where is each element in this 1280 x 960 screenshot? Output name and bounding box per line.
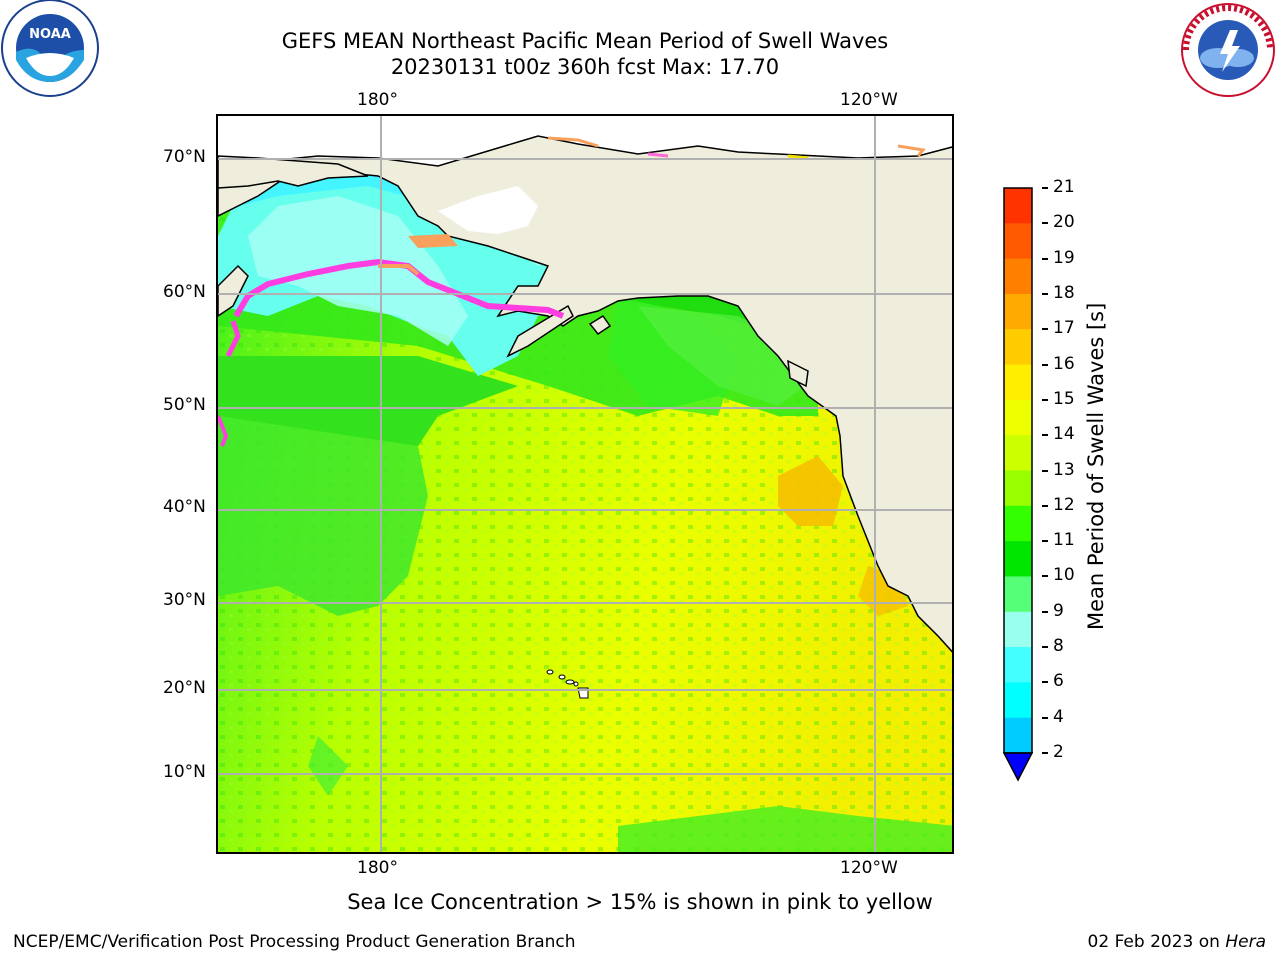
colorbar-tick-mark — [1042, 504, 1048, 507]
lon-label-top-120w: 120°W — [840, 90, 898, 110]
colorbar-tick-mark — [1042, 363, 1048, 366]
lat-label-40n: 40°N — [163, 497, 206, 517]
lon-label-bottom-180: 180° — [357, 858, 398, 878]
colorbar-tick-label: 6 — [1053, 671, 1064, 692]
colorbar-block — [1004, 576, 1032, 613]
colorbar-tick-label: 11 — [1053, 530, 1075, 551]
colorbar-tick-mark — [1042, 292, 1048, 295]
footer-date: 02 Feb 2023 on — [1087, 932, 1226, 952]
colorbar-block — [1004, 470, 1032, 507]
colorbar-tick-mark — [1042, 434, 1048, 437]
nws-logo — [1181, 3, 1275, 97]
lat-label-10n: 10°N — [163, 762, 206, 782]
colorbar-tick-mark — [1042, 752, 1048, 754]
map-title-line1: GEFS MEAN Northeast Pacific Mean Period … — [281, 29, 889, 53]
colorbar-block — [1004, 364, 1032, 401]
noaa-logo-text: NOAA — [29, 27, 71, 42]
land-kamchatka — [218, 264, 249, 317]
land-vancouver-island — [787, 359, 809, 388]
graticule — [218, 116, 952, 852]
lon-label-bottom-120w: 120°W — [840, 858, 898, 878]
sea-ice-caption: Sea Ice Concentration > 15% is shown in … — [347, 890, 933, 914]
colorbar-tick-label: 20 — [1053, 212, 1075, 233]
land-kodiak — [588, 314, 612, 336]
colorbar-tick-label: 15 — [1053, 388, 1075, 409]
colorbar — [1002, 187, 1034, 782]
colorbar-tick-label: 13 — [1053, 459, 1075, 480]
colorbar-tick-mark — [1042, 646, 1048, 649]
colorbar-tick-label: 12 — [1053, 494, 1075, 515]
colorbar-tick-mark — [1042, 681, 1048, 684]
colorbar-block — [1004, 258, 1032, 295]
colorbar-block — [1004, 223, 1032, 260]
colorbar-tick-label: 17 — [1053, 318, 1075, 339]
lat-label-70n: 70°N — [163, 147, 206, 167]
map-canvas — [218, 116, 952, 852]
colorbar-tick-mark — [1042, 222, 1048, 225]
footer-host: Hera — [1225, 932, 1266, 952]
colorbar-block — [1004, 188, 1032, 224]
colorbar-tick-label: 4 — [1053, 706, 1064, 727]
colorbar-block — [1004, 647, 1032, 683]
lat-label-30n: 30°N — [163, 590, 206, 610]
colorbar-tick-mark — [1042, 540, 1048, 543]
colorbar-tick-mark — [1042, 716, 1048, 719]
map-panel — [216, 114, 954, 854]
colorbar-block — [1004, 505, 1032, 542]
colorbar-tick-mark — [1042, 610, 1048, 613]
colorbar-tick-label: 10 — [1053, 565, 1075, 586]
colorbar-block — [1004, 682, 1032, 719]
noaa-logo: NOAA — [1, 0, 99, 97]
colorbar-tick-label: 19 — [1053, 247, 1075, 268]
colorbar-tick-mark — [1042, 575, 1048, 578]
land-alaska-peninsula — [506, 304, 574, 358]
colorbar-block — [1004, 541, 1032, 577]
colorbar-block — [1004, 611, 1032, 648]
colorbar-extend-arrow — [1002, 752, 1034, 782]
colorbar-tick-mark — [1042, 328, 1048, 331]
colorbar-block — [1004, 293, 1032, 330]
colorbar-tick-label: 9 — [1053, 600, 1064, 621]
colorbar-label: Mean Period of Swell Waves [s] — [1084, 302, 1108, 630]
colorbar-tick-mark — [1042, 187, 1048, 189]
colorbar-tick-label: 2 — [1053, 742, 1064, 762]
colorbar-block — [1004, 435, 1032, 471]
lat-label-20n: 20°N — [163, 678, 206, 698]
colorbar-block — [1004, 399, 1032, 436]
colorbar-tick-mark — [1042, 398, 1048, 401]
colorbar-tick-label: 16 — [1053, 353, 1075, 374]
lon-label-top-180: 180° — [357, 90, 398, 110]
land-north-america — [218, 135, 952, 653]
colorbar-tick-label: 21 — [1053, 177, 1075, 197]
colorbar-tick-label: 14 — [1053, 424, 1075, 445]
colorbar-block — [1004, 329, 1032, 366]
colorbar-tick-label: 18 — [1053, 282, 1075, 303]
map-title-line2: 20230131 t00z 360h fcst Max: 17.70 — [390, 55, 780, 79]
colorbar-tick-mark — [1042, 257, 1048, 260]
colorbar-tick-mark — [1042, 469, 1048, 472]
lat-label-60n: 60°N — [163, 282, 206, 302]
colorbar-blocks — [1004, 188, 1032, 754]
footer-right: 02 Feb 2023 on Hera — [1088, 932, 1266, 952]
swell-zone-15-16s — [778, 456, 843, 526]
land-alaska-west — [438, 186, 538, 234]
lat-label-50n: 50°N — [163, 395, 206, 415]
footer-left: NCEP/EMC/Verification Post Processing Pr… — [13, 932, 576, 952]
colorbar-tick-label: 8 — [1053, 636, 1064, 657]
colorbar-block — [1004, 717, 1032, 754]
